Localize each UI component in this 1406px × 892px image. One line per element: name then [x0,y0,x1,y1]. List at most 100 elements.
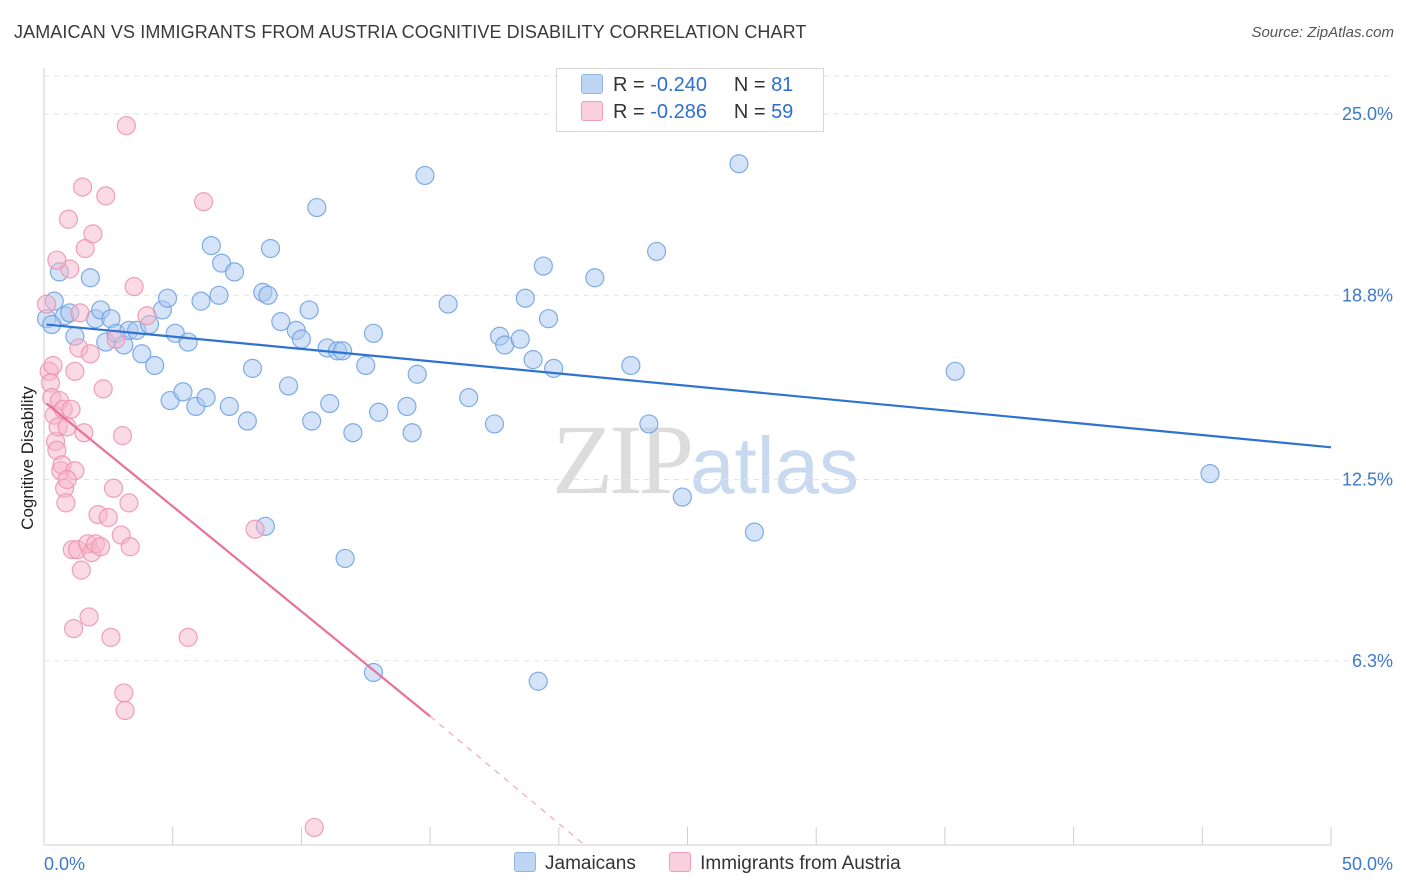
data-point [242,358,263,378]
data-point [1200,464,1220,484]
data-point [178,627,198,647]
data-point [137,306,157,326]
data-point [124,276,144,297]
data-point [224,262,245,282]
data-point [271,312,291,332]
legend-swatch-austria [581,101,603,121]
data-point [510,329,530,349]
data-point [363,662,384,683]
data-point [145,355,165,376]
legend-row-austria: R = -0.286 N = 59 [581,101,793,125]
y-tick-label: 12.5% [1342,470,1393,490]
data-point [304,817,324,838]
data-point [320,393,340,414]
data-point [91,537,111,557]
data-point [114,683,134,703]
data-point [219,396,239,417]
data-point [71,560,91,580]
data-point [47,250,67,270]
data-point [299,300,319,320]
data-point [258,285,278,305]
series-austria [36,116,324,838]
legend-label-austria: Immigrants from Austria [700,853,901,874]
data-point [647,241,667,262]
correlation-legend: R = -0.240 N = 81 R = -0.286 N = 59 [556,68,824,132]
legend-r-value: -0.286 [650,101,707,123]
trend-line-jamaicans [46,323,1332,449]
data-point [56,493,76,513]
x-tick-label: 0.0% [44,854,85,874]
data-point [101,627,121,647]
data-point [93,379,113,399]
data-point [237,411,257,431]
watermark: ZIPatlas [552,402,859,517]
data-point [369,402,389,422]
data-point [79,607,99,627]
legend-r-value: -0.240 [650,74,707,96]
data-point [65,361,85,381]
trend-lines [45,323,1332,846]
legend-r-label: R = [613,101,645,123]
data-point [209,285,229,305]
y-tick-label: 6.3% [1352,651,1393,671]
data-point [515,288,535,308]
data-point [61,399,81,419]
data-point [196,388,216,408]
data-point [672,487,692,507]
data-point [116,116,136,136]
legend-item-jamaicans[interactable]: Jamaicans [514,852,636,875]
data-point [278,376,299,396]
chart-title: JAMAICAN VS IMMIGRANTS FROM AUSTRIA COGN… [14,22,807,42]
legend-r-label: R = [613,74,645,96]
data-point [402,423,422,443]
data-point [57,469,77,490]
legend-n-label: N = [733,101,766,123]
source-credit: Source: ZipAtlas.com [1251,24,1394,41]
data-point [538,309,559,329]
data-point [58,209,79,229]
watermark-zip: ZIP [552,404,694,515]
data-point [173,382,193,402]
x-tick-label: 50.0% [1342,854,1393,874]
axes [43,68,1332,846]
data-point [115,700,135,721]
data-point [307,197,327,218]
data-point [639,414,659,434]
data-point [193,192,214,212]
data-point [120,537,140,557]
data-point [178,332,198,352]
legend-item-austria[interactable]: Immigrants from Austria [669,852,901,875]
data-point [36,294,57,314]
data-point [73,177,93,197]
data-point [407,364,427,384]
data-point [201,235,221,256]
data-point [744,522,765,542]
data-point [335,548,355,569]
data-point [528,671,548,691]
y-tick-label: 18.8% [1342,285,1393,305]
legend-label-jamaicans: Jamaicans [545,853,636,874]
data-point [459,388,479,408]
data-point [80,268,100,288]
series-legend: Jamaicans Immigrants from Austria [514,852,929,875]
data-point [70,303,90,323]
legend-swatch-jamaicans [581,74,603,94]
data-point [96,186,116,206]
data-point [64,619,84,639]
data-point [343,423,363,443]
data-point [484,414,505,434]
legend-n-value: 81 [771,74,794,96]
legend-swatch-jamaicans [514,852,536,872]
data-point [332,341,353,361]
data-point [80,344,100,364]
data-point [83,224,103,244]
data-point [356,355,376,376]
legend-n-value: 59 [771,101,794,123]
data-points [36,116,1220,838]
data-point [302,411,322,431]
watermark-atlas: atlas [690,421,859,510]
data-point [621,355,641,376]
tick-labels: 6.3% 12.5% 18.8% 25.0% 0.0% 50.0% Cognitive Di… [18,104,1393,874]
data-point [98,507,118,528]
